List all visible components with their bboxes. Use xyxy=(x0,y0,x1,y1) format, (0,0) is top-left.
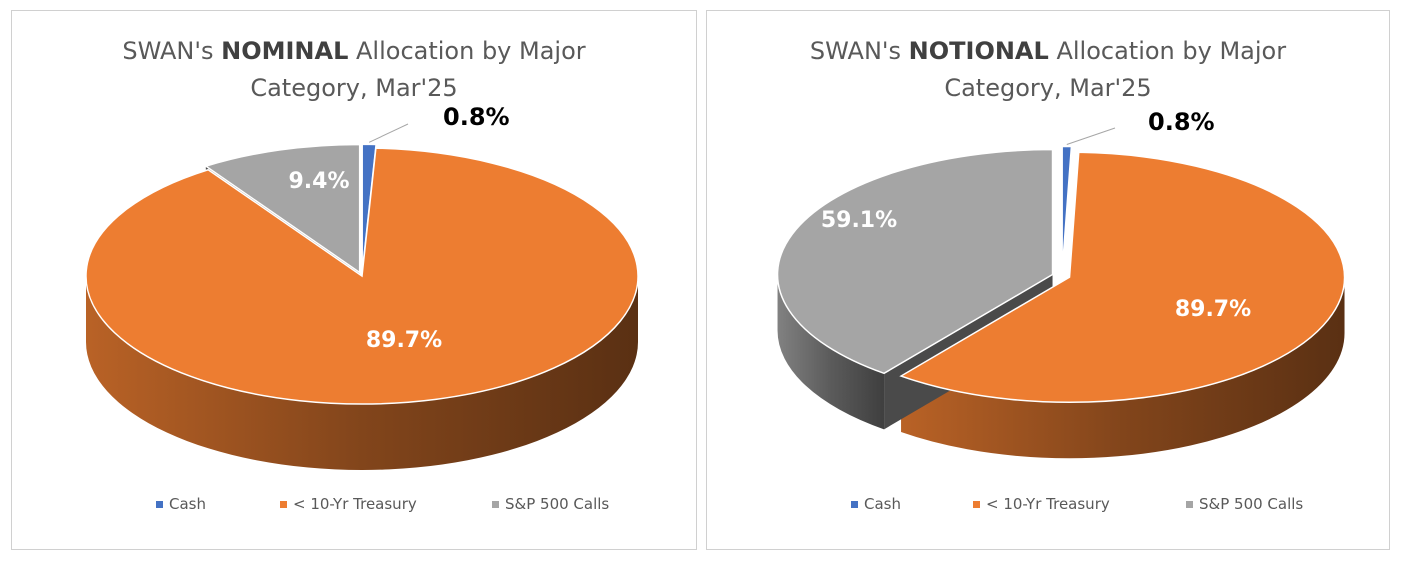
legend-label-treasury: < 10-Yr Treasury xyxy=(293,495,417,513)
legend-swatch-treasury xyxy=(973,501,980,508)
title-suffix: Allocation by Major xyxy=(1048,37,1287,65)
legend-label-sp500-calls: S&P 500 Calls xyxy=(1199,495,1304,513)
pie-slice-side-sp500-calls xyxy=(777,274,885,430)
legend-label-cash: Cash xyxy=(864,495,901,513)
leader-line-cash xyxy=(1066,127,1116,145)
data-label-sp500-calls: 9.4% xyxy=(288,169,349,194)
chart-legend: Cash < 10-Yr Treasury S&P 500 Calls xyxy=(707,495,1389,517)
title-emphasis: NOTIONAL xyxy=(908,37,1049,65)
legend-label-cash: Cash xyxy=(169,495,206,513)
pie-slice-side-treasury xyxy=(86,276,638,470)
data-label-treasury: 89.7% xyxy=(1175,297,1251,322)
title-prefix: SWAN's xyxy=(122,37,222,65)
legend-label-treasury: < 10-Yr Treasury xyxy=(986,495,1110,513)
pie-slice-treasury xyxy=(899,151,1346,403)
legend-item-cash: Cash xyxy=(156,495,206,513)
legend-item-treasury: < 10-Yr Treasury xyxy=(973,495,1110,513)
pie-slice-treasury xyxy=(85,147,639,405)
chart-title: SWAN's NOMINAL Allocation by Major Categ… xyxy=(12,33,696,107)
legend-label-sp500-calls: S&P 500 Calls xyxy=(505,495,610,513)
data-label-treasury: 89.7% xyxy=(366,328,442,353)
pie-slices xyxy=(776,145,1346,459)
legend-item-sp500-calls: S&P 500 Calls xyxy=(492,495,609,513)
data-label-sp500-calls: 59.1% xyxy=(821,208,897,233)
data-label-cash: 0.8% xyxy=(1148,108,1215,136)
legend-item-sp500-calls: S&P 500 Calls xyxy=(1186,495,1303,513)
legend-swatch-sp500-calls xyxy=(492,501,499,508)
pie-slice-side-treasury xyxy=(901,277,1345,459)
legend-swatch-treasury xyxy=(280,501,287,508)
pie-slices xyxy=(85,143,639,470)
title-line2: Category, Mar'25 xyxy=(944,74,1152,102)
data-label-cash: 0.8% xyxy=(443,103,510,131)
title-suffix: Allocation by Major xyxy=(348,37,586,65)
legend-swatch-cash xyxy=(851,501,858,508)
legend-swatch-cash xyxy=(156,501,163,508)
notional-pie-chart: 0.8% 89.7% 59.1% xyxy=(776,108,1346,459)
nominal-pie-chart: 0.8% 89.7% 9.4% xyxy=(85,103,639,470)
chart-title: SWAN's NOTIONAL Allocation by Major Cate… xyxy=(707,33,1389,107)
legend-item-treasury: < 10-Yr Treasury xyxy=(280,495,417,513)
chart-legend: Cash < 10-Yr Treasury S&P 500 Calls xyxy=(12,495,696,517)
nominal-chart-panel: SWAN's NOMINAL Allocation by Major Categ… xyxy=(11,10,697,550)
title-line2: Category, Mar'25 xyxy=(250,74,458,102)
notional-chart-panel: SWAN's NOTIONAL Allocation by Major Cate… xyxy=(706,10,1390,550)
legend-swatch-sp500-calls xyxy=(1186,501,1193,508)
pie-slice-sp500-calls xyxy=(204,143,361,274)
leader-line-cash xyxy=(368,123,409,143)
title-prefix: SWAN's xyxy=(809,37,909,65)
legend-item-cash: Cash xyxy=(851,495,901,513)
pie-slice-sp500-calls xyxy=(776,148,1054,375)
pie-slice-cash xyxy=(1061,145,1073,272)
title-emphasis: NOMINAL xyxy=(221,37,349,65)
